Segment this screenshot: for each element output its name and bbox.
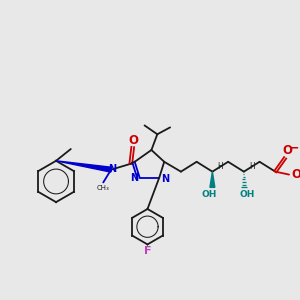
- Text: O: O: [282, 145, 292, 158]
- Polygon shape: [56, 161, 112, 172]
- Polygon shape: [210, 172, 215, 188]
- Text: CH₃: CH₃: [97, 185, 110, 191]
- Text: N: N: [108, 164, 116, 174]
- Text: O: O: [291, 168, 300, 181]
- Text: O: O: [129, 134, 139, 147]
- Text: H: H: [218, 162, 223, 171]
- Text: OH: OH: [202, 190, 217, 199]
- Text: N: N: [130, 172, 138, 182]
- Text: H: H: [249, 162, 255, 171]
- Text: N: N: [161, 173, 169, 184]
- Text: F: F: [144, 246, 151, 256]
- Text: OH: OH: [239, 190, 254, 199]
- Text: −: −: [289, 142, 299, 154]
